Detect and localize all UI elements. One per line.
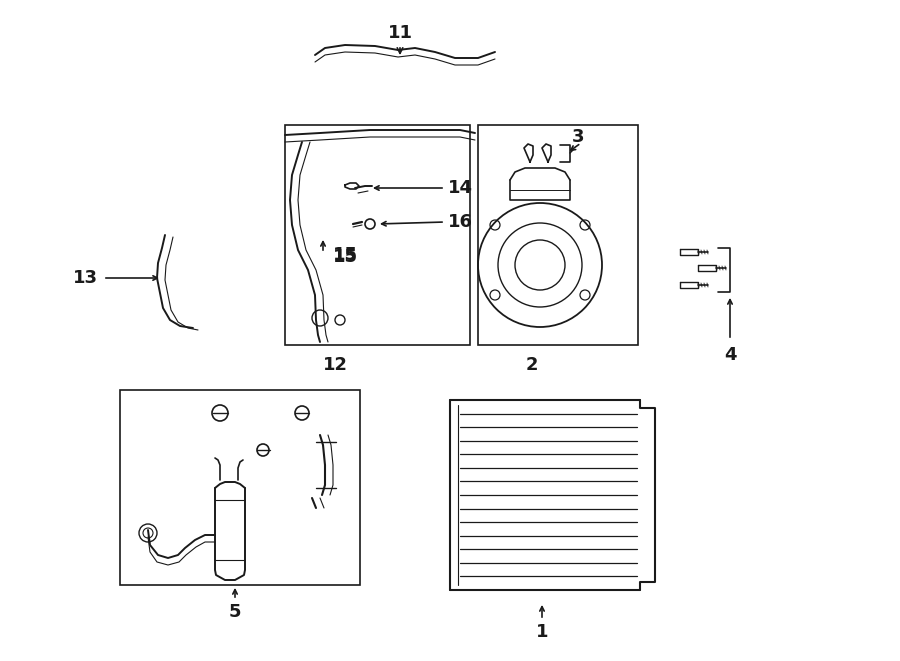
Text: 15: 15 [332,246,357,264]
Text: 16: 16 [448,213,473,231]
Text: 15: 15 [332,248,357,266]
Text: 4: 4 [724,346,736,364]
Bar [285,125,470,345]
Text: 13: 13 [73,269,98,287]
Text: 2: 2 [526,356,538,374]
Text: 11: 11 [388,24,412,42]
Text: 14: 14 [448,179,473,197]
Bar [478,125,638,345]
Text: 1: 1 [536,623,548,641]
Text: 12: 12 [322,356,347,374]
Text: 5: 5 [229,603,241,621]
Bar [120,390,360,585]
Text: 3: 3 [572,128,584,146]
